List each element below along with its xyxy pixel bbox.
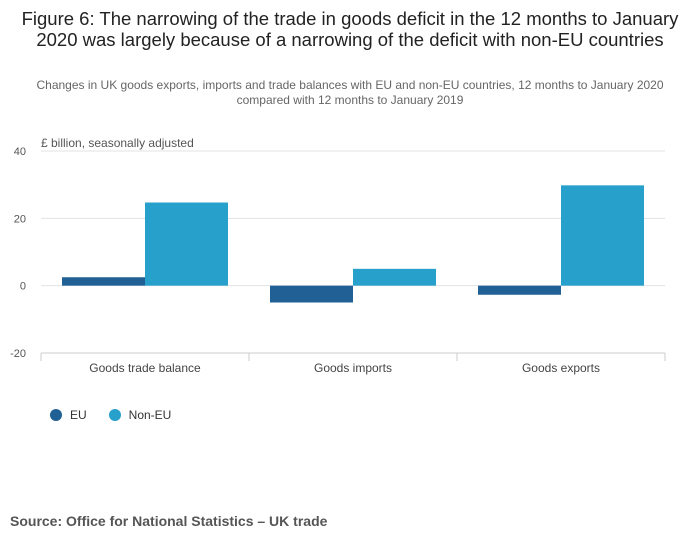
bar-eu-1 [270,285,353,303]
y-axis-label: £ billion, seasonally adjusted [41,136,194,150]
legend-label-non-eu: Non-EU [128,408,172,422]
legend-item-non-eu: Non-EU [108,408,172,422]
chart-title: Figure 6: The narrowing of the trade in … [21,8,679,50]
bar-non-eu-1 [353,268,436,286]
legend-label-eu: EU [70,408,87,422]
legend: EU Non-EU [50,408,193,422]
bar-chart: 40 20 0 -20 £ billion, seasonally adjusted Go… [10,136,666,375]
source-note: Source: Office for National Statistics –… [10,513,328,529]
legend-item-eu: EU [50,408,87,422]
bar-eu-0 [62,277,145,286]
legend-marker-non-eu [108,409,121,421]
legend-marker-eu [50,409,62,421]
y-tick-label: 40 [14,146,26,158]
bar-non-eu-2 [561,185,644,286]
y-tick-label: -20 [10,348,26,360]
y-tick-label: 20 [14,213,26,225]
x-tick-label: Goods trade balance [89,361,201,375]
x-tick-label: Goods imports [314,361,392,375]
chart-subtitle: Changes in UK goods exports, imports and… [36,78,664,107]
bar-eu-2 [478,285,561,295]
x-tick-label: Goods exports [522,361,600,375]
bar-non-eu-0 [145,202,228,286]
y-tick-label: 0 [20,281,26,293]
